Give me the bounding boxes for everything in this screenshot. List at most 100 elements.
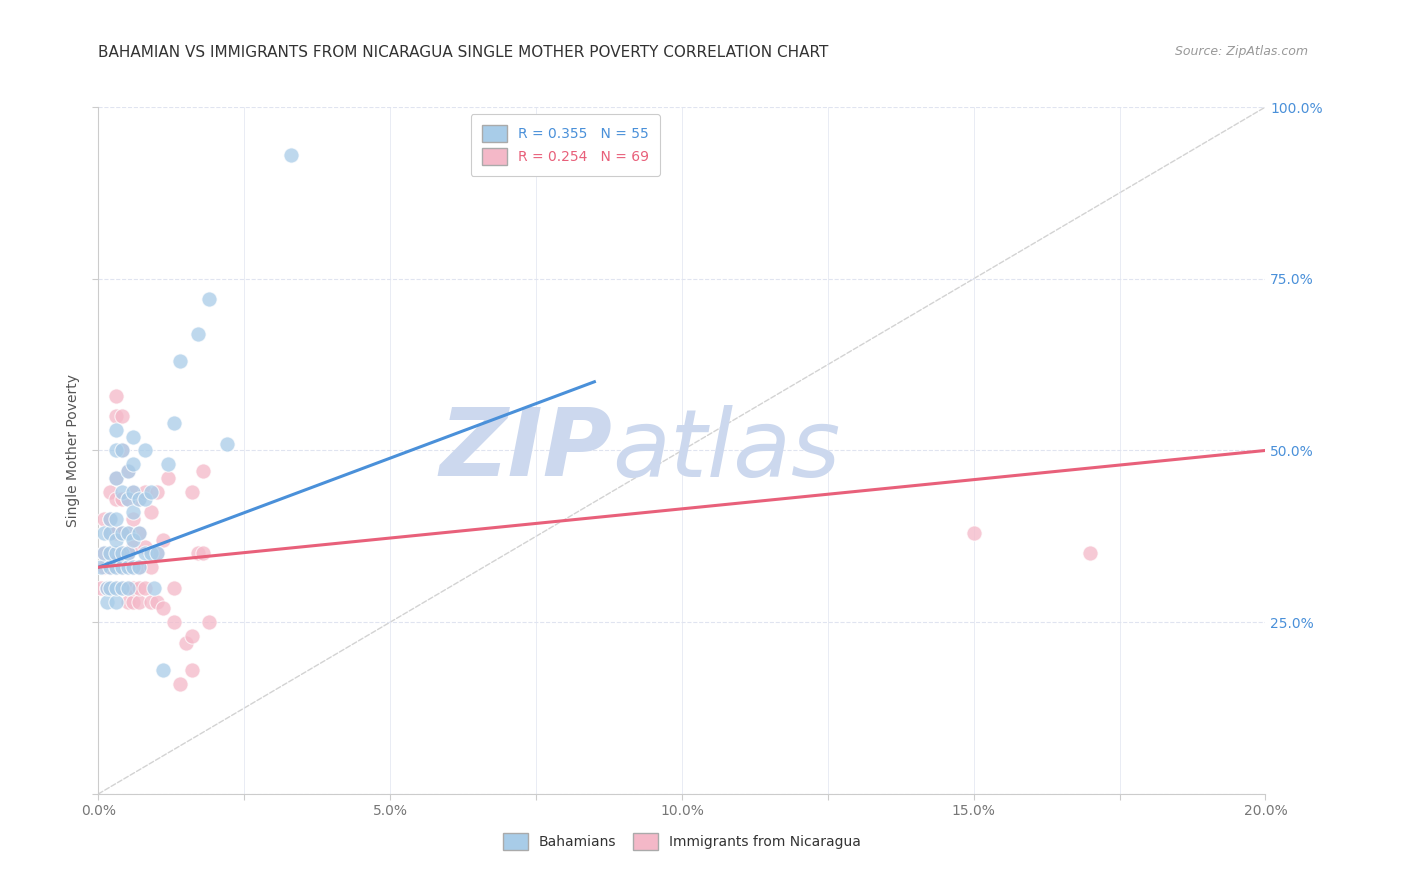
Point xyxy=(93,512,115,526)
Point xyxy=(122,505,145,519)
Point xyxy=(111,484,134,499)
Point xyxy=(98,512,121,526)
Point xyxy=(111,560,134,574)
Point xyxy=(104,491,127,506)
Point xyxy=(117,546,139,561)
Point xyxy=(117,525,139,540)
Point xyxy=(134,443,156,458)
Point xyxy=(117,464,139,478)
Point xyxy=(111,546,134,561)
Point xyxy=(117,491,139,506)
Point xyxy=(187,326,209,341)
Point xyxy=(96,581,118,595)
Point xyxy=(96,594,118,608)
Point xyxy=(122,430,145,444)
Point xyxy=(104,581,127,595)
Point xyxy=(117,464,139,478)
Point xyxy=(146,484,169,499)
Point xyxy=(139,546,162,561)
Point xyxy=(163,581,186,595)
Point xyxy=(174,636,197,650)
Point xyxy=(117,594,139,608)
Point xyxy=(122,533,145,547)
Point xyxy=(104,423,127,437)
Point xyxy=(122,594,145,608)
Point xyxy=(146,594,169,608)
Point xyxy=(128,525,150,540)
Text: ZIP: ZIP xyxy=(439,404,612,497)
Point xyxy=(111,525,134,540)
Point xyxy=(111,581,134,595)
Point xyxy=(134,546,156,561)
Point xyxy=(134,540,156,554)
Point xyxy=(180,663,202,677)
Point xyxy=(128,581,150,595)
Point xyxy=(104,471,127,485)
Legend: Bahamians, Immigrants from Nicaragua: Bahamians, Immigrants from Nicaragua xyxy=(498,828,866,855)
Point xyxy=(104,443,127,458)
Point xyxy=(104,546,127,561)
Point xyxy=(117,546,139,561)
Point xyxy=(128,560,150,574)
Point xyxy=(134,581,156,595)
Point xyxy=(104,471,127,485)
Point xyxy=(142,581,165,595)
Point xyxy=(111,546,134,561)
Point xyxy=(104,533,127,547)
Point xyxy=(117,581,139,595)
Point xyxy=(152,601,174,615)
Point xyxy=(111,560,134,574)
Point xyxy=(122,560,145,574)
Point xyxy=(98,525,121,540)
Point xyxy=(134,484,156,499)
Point xyxy=(104,525,127,540)
Point xyxy=(93,546,115,561)
Point xyxy=(163,416,186,430)
Point xyxy=(280,148,302,162)
Point xyxy=(139,594,162,608)
Point xyxy=(122,457,145,471)
Text: atlas: atlas xyxy=(612,405,841,496)
Point xyxy=(104,409,127,423)
Point xyxy=(104,388,127,402)
Point xyxy=(111,525,134,540)
Point xyxy=(198,615,221,630)
Point xyxy=(193,546,215,561)
Point xyxy=(98,581,121,595)
Point xyxy=(104,560,127,574)
Point xyxy=(157,457,180,471)
Point xyxy=(187,546,209,561)
Point xyxy=(90,560,112,574)
Point xyxy=(146,546,169,561)
Point xyxy=(90,581,112,595)
Point xyxy=(98,484,121,499)
Point xyxy=(104,581,127,595)
Point xyxy=(169,354,191,368)
Point xyxy=(104,594,127,608)
Point xyxy=(117,560,139,574)
Point xyxy=(215,436,238,450)
Point xyxy=(122,512,145,526)
Point xyxy=(111,409,134,423)
Point xyxy=(157,471,180,485)
Point xyxy=(122,484,145,499)
Point xyxy=(198,293,221,307)
Point xyxy=(93,560,115,574)
Point xyxy=(180,484,202,499)
Point xyxy=(98,581,121,595)
Point xyxy=(122,484,145,499)
Point xyxy=(98,560,121,574)
Point xyxy=(152,533,174,547)
Point xyxy=(962,525,984,540)
Point xyxy=(104,560,127,574)
Point xyxy=(93,546,115,561)
Point xyxy=(1080,546,1102,561)
Point xyxy=(111,443,134,458)
Point xyxy=(193,464,215,478)
Point xyxy=(128,594,150,608)
Point xyxy=(98,525,121,540)
Point xyxy=(122,560,145,574)
Point xyxy=(128,560,150,574)
Point xyxy=(128,491,150,506)
Point xyxy=(111,443,134,458)
